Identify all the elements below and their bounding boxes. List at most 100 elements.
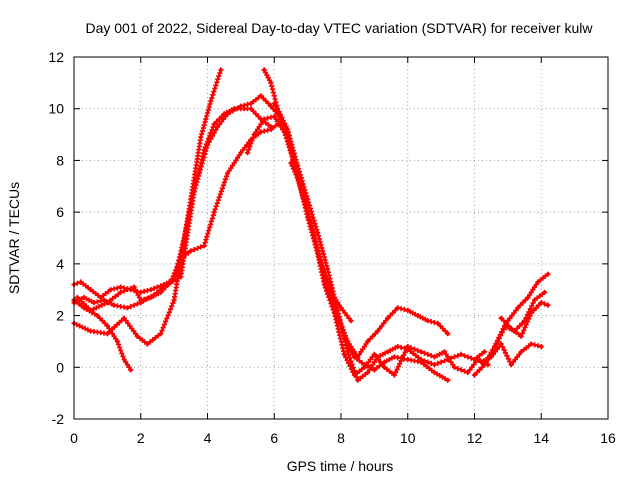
- data-point-arc-12-5: [536, 280, 540, 284]
- data-point-arc-5-8: [169, 280, 173, 284]
- x-tick-label-5: 10: [400, 430, 416, 446]
- data-point-arc-4-5: [125, 306, 130, 310]
- data-point-arc-8-18: [466, 370, 470, 375]
- data-point-arc-8-8: [352, 373, 357, 377]
- data-point-arc-6-18: [432, 370, 437, 375]
- data-point-arc-7-13: [385, 350, 390, 354]
- data-point-arc-9-15: [426, 318, 430, 323]
- data-point-arc-2-11: [219, 68, 223, 72]
- y-tick-label-2: 2: [56, 308, 64, 324]
- x-tick-label-2: 4: [204, 430, 212, 446]
- data-point-arc-14-3: [529, 311, 533, 315]
- data-point-arc-7-17: [432, 362, 437, 367]
- data-point-arc-7-11: [365, 370, 370, 375]
- y-tick-label-1: 0: [56, 359, 64, 375]
- data-point-arc-7-19: [459, 352, 463, 357]
- data-point-arc-4-11: [202, 148, 206, 152]
- data-point-arc-5-1: [88, 308, 93, 313]
- data-point-arc-5-6: [149, 295, 153, 300]
- data-point-arc-3-7: [139, 290, 143, 295]
- data-point-arc-5-2: [105, 300, 110, 305]
- data-point-arc-3-14: [215, 125, 220, 129]
- data-point-arc-2-1: [88, 329, 93, 333]
- data-point-arc-9-11: [385, 316, 390, 321]
- data-point-arc-1-5: [122, 357, 126, 362]
- series-arc-14: [498, 300, 551, 339]
- data-point-arc-3-18: [259, 94, 263, 98]
- data-point-arc-5-12: [212, 210, 216, 214]
- data-point-arc-2-10: [209, 99, 213, 103]
- data-point-arc-2-6: [159, 331, 163, 336]
- data-point-arc-2-3: [122, 316, 126, 321]
- data-point-arc-5-4: [132, 285, 136, 289]
- data-point-arc-4-3: [102, 298, 106, 302]
- data-point-arc-8-19: [476, 357, 480, 362]
- data-point-arc-8-14: [419, 350, 423, 354]
- x-tick-label-0: 0: [70, 430, 78, 446]
- data-point-arc-13-5: [529, 342, 533, 346]
- data-point-arc-5-5: [139, 298, 143, 302]
- data-point-arc-4-13: [222, 112, 226, 116]
- y-axis-label: SDTVAR / TECUs: [6, 182, 22, 294]
- data-point-arc-4-1: [82, 295, 86, 300]
- data-point-arc-1-3: [105, 324, 110, 328]
- data-point-arc-4-9: [179, 275, 183, 279]
- data-point-arc-9-1: [285, 130, 290, 134]
- series-arc-5: [74, 121, 281, 313]
- data-point-arc-9-10: [375, 329, 380, 333]
- data-point-arc-3-3: [98, 295, 103, 300]
- series-group: [71, 67, 551, 383]
- data-point-arc-9-9: [365, 339, 370, 344]
- data-point-arc-5-7: [159, 290, 163, 295]
- data-point-arc-14-2: [519, 334, 523, 339]
- y-tick-label-7: 12: [48, 49, 64, 65]
- data-point-arc-3-19: [269, 104, 273, 108]
- data-point-arc-7-14: [395, 344, 400, 349]
- data-point-arc-7-0: [262, 68, 267, 72]
- data-point-arc-8-0: [272, 101, 277, 106]
- data-point-arc-9-12: [395, 306, 400, 310]
- x-tick-label-8: 16: [600, 430, 616, 446]
- data-point-arc-8-17: [452, 365, 457, 370]
- x-axis-label: GPS time / hours: [287, 458, 394, 474]
- data-point-arc-14-5: [546, 303, 550, 308]
- data-point-arc-9-13: [406, 308, 410, 313]
- data-point-arc-2-9: [199, 135, 203, 139]
- data-point-arc-8-7: [342, 352, 347, 357]
- data-point-arc-13-0: [479, 360, 484, 364]
- y-tick-label-4: 6: [56, 204, 64, 220]
- series-arc-10: [288, 160, 354, 324]
- data-point-arc-4-4: [112, 303, 116, 308]
- y-tick-label-0: -2: [52, 411, 65, 427]
- data-point-arc-10-5: [339, 306, 343, 310]
- data-point-arc-11-6: [532, 298, 537, 302]
- chart-title: Day 001 of 2022, Sidereal Day-to-day VTE…: [85, 20, 593, 36]
- data-point-arc-7-6: [315, 231, 320, 235]
- data-point-arc-6-13: [372, 368, 377, 372]
- data-point-arc-10-6: [349, 318, 353, 323]
- data-point-arc-9-16: [436, 321, 440, 326]
- data-point-arc-6-19: [446, 378, 450, 383]
- data-point-arc-6-0: [245, 150, 250, 155]
- data-point-arc-3-8: [149, 287, 153, 292]
- data-point-arc-3-2: [88, 287, 93, 292]
- data-point-arc-3-4: [108, 287, 113, 292]
- data-point-arc-5-13: [225, 171, 230, 176]
- data-point-arc-4-12: [212, 122, 216, 126]
- data-point-arc-4-15: [242, 106, 246, 111]
- data-point-arc-3-17: [249, 101, 253, 106]
- data-point-arc-5-10: [189, 249, 193, 253]
- data-point-arc-7-1: [269, 81, 273, 85]
- data-point-arc-5-9: [179, 256, 183, 261]
- data-point-arc-8-11: [382, 365, 387, 370]
- data-point-arc-12-3: [516, 306, 520, 310]
- data-point-arc-7-21: [482, 350, 487, 354]
- data-point-arc-6-1: [252, 132, 256, 137]
- data-point-arc-9-0: [275, 112, 280, 116]
- y-tick-label-6: 10: [48, 101, 64, 117]
- data-point-arc-14-0: [499, 316, 504, 321]
- data-point-arc-6-16: [406, 357, 410, 362]
- data-point-arc-3-5: [118, 285, 123, 289]
- data-point-arc-5-17: [269, 127, 273, 132]
